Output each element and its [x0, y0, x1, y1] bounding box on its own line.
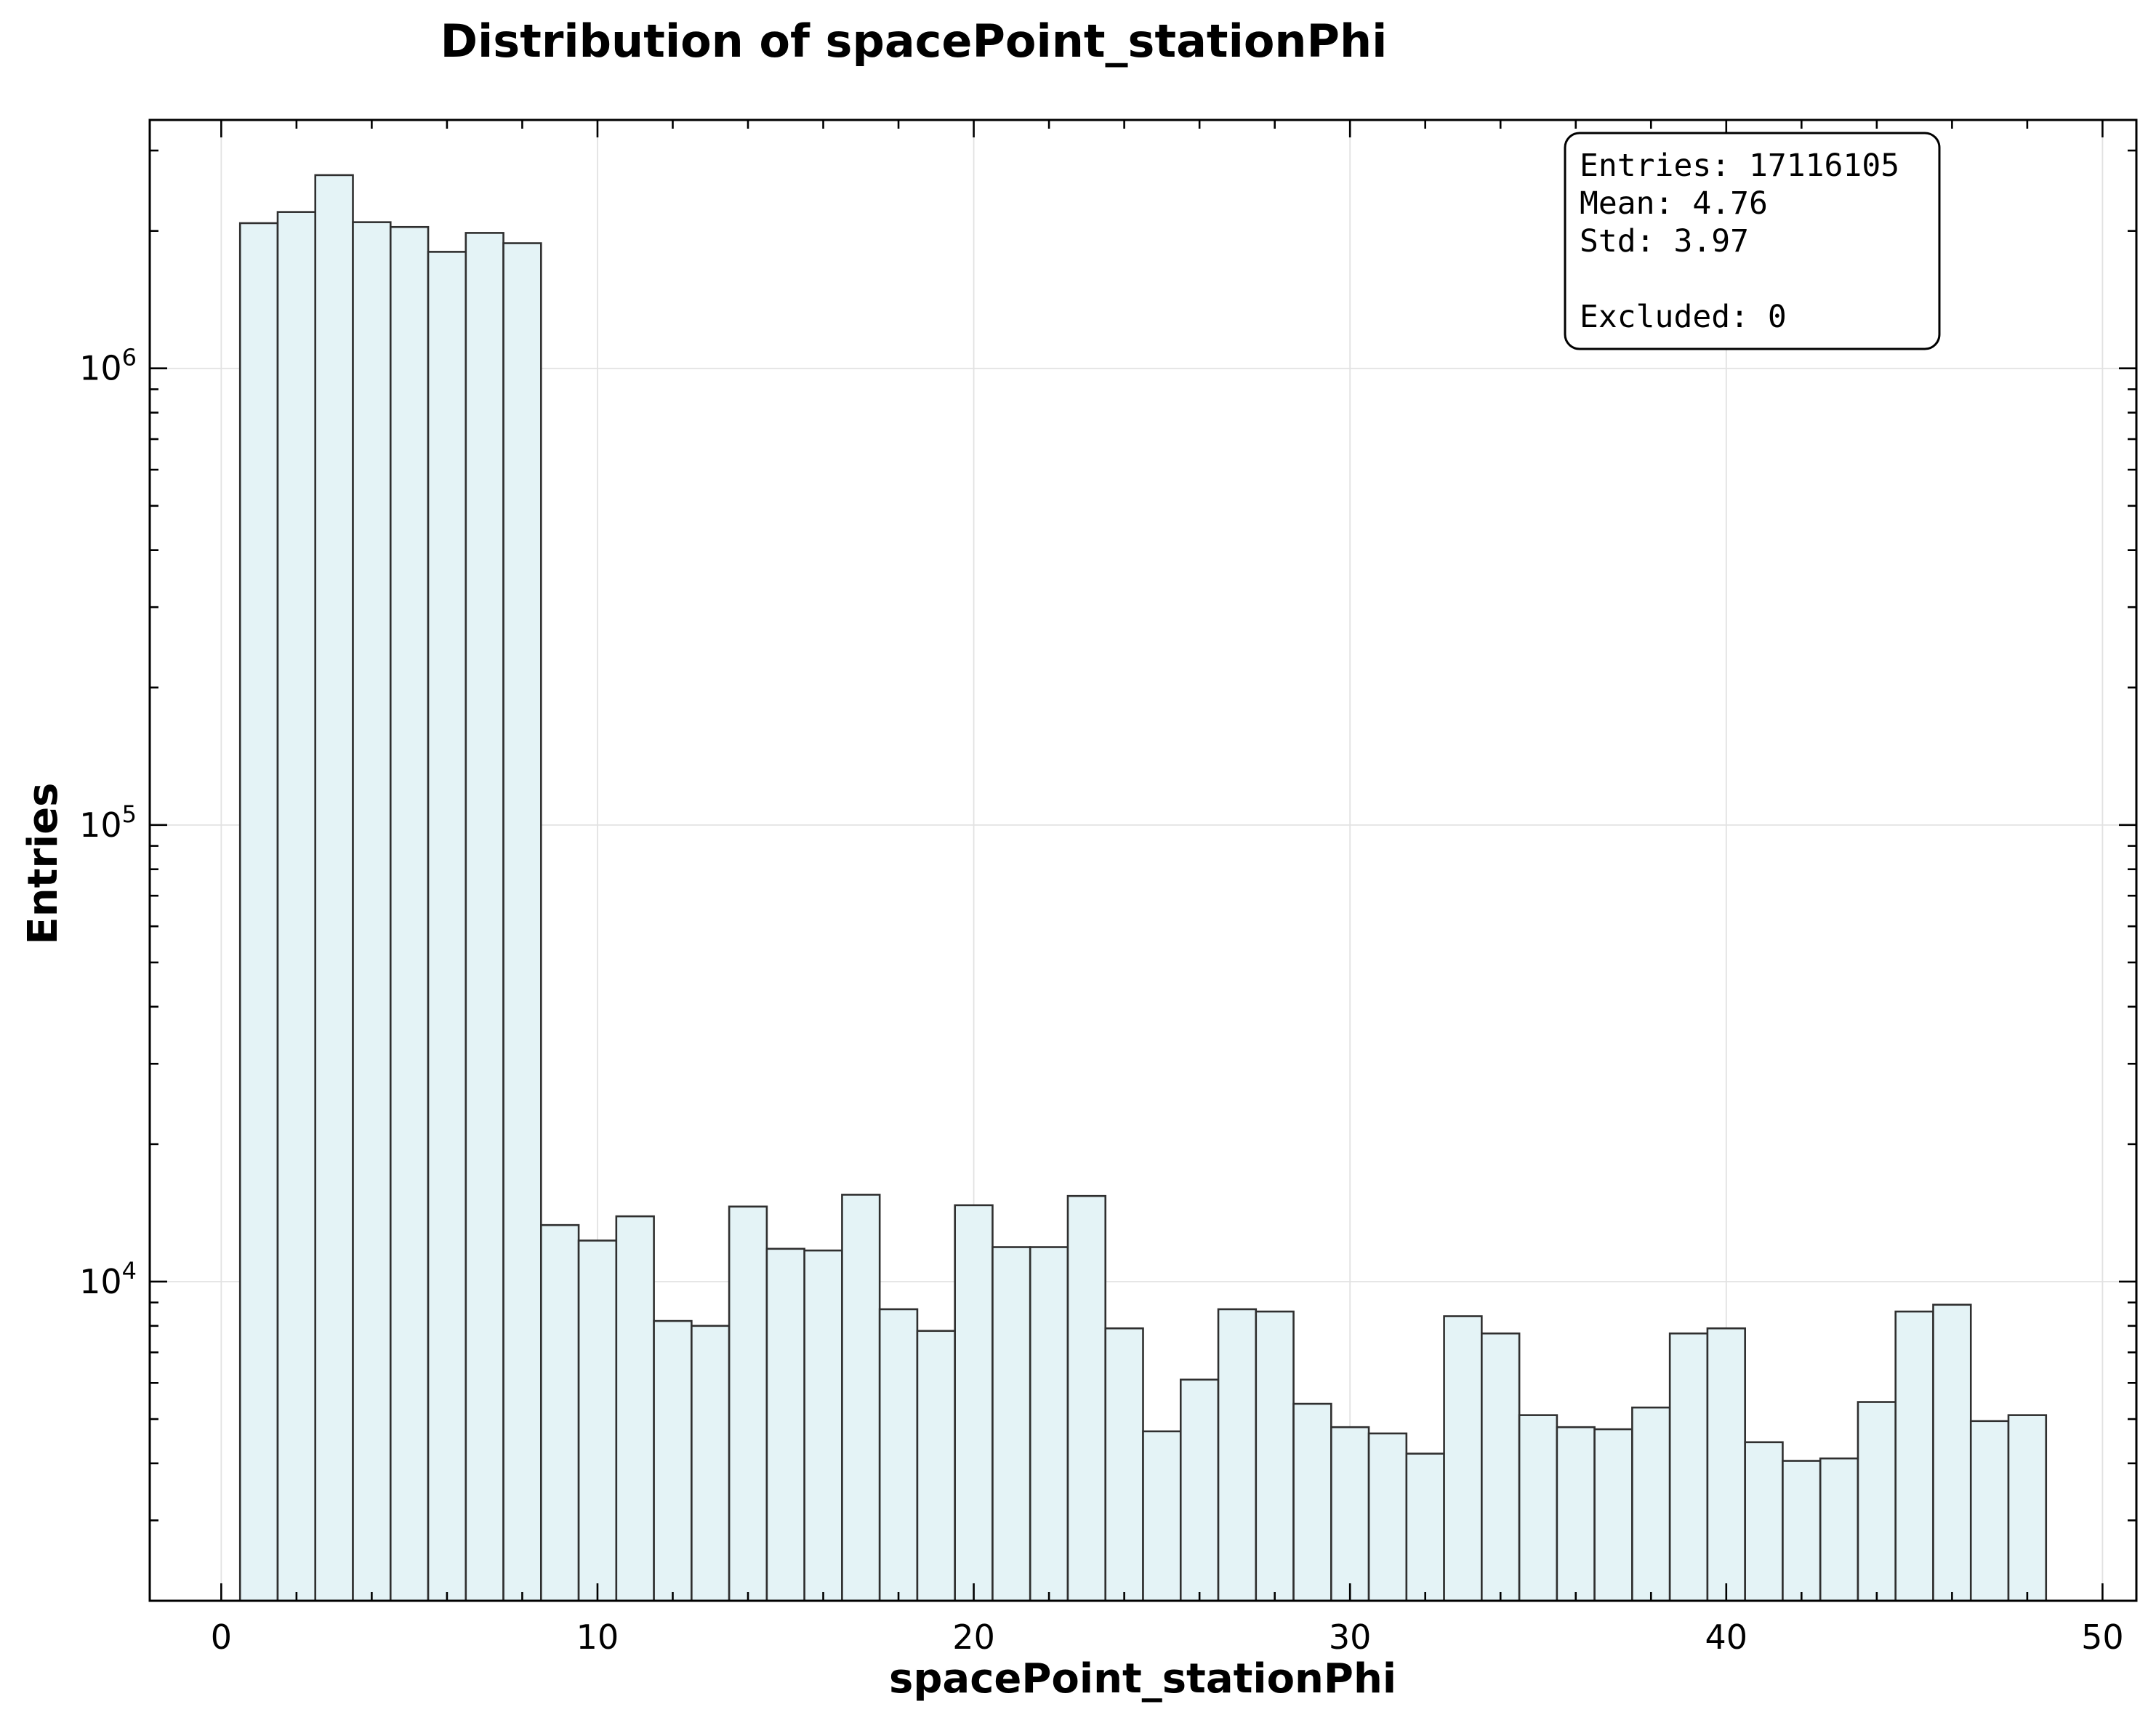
- histogram-bars: [238, 174, 2048, 1602]
- histogram-bar: [427, 251, 467, 1602]
- histogram-bar: [1255, 1310, 1295, 1602]
- histogram-bar: [1292, 1402, 1332, 1602]
- histogram-bar: [1405, 1452, 1445, 1602]
- histogram-bar: [1556, 1426, 1596, 1602]
- histogram-bar: [878, 1308, 919, 1602]
- histogram-bar: [1066, 1194, 1107, 1602]
- histogram-bar: [1706, 1327, 1746, 1602]
- histogram-bar: [991, 1246, 1031, 1602]
- histogram-bar: [1518, 1414, 1558, 1602]
- y-tick-labels: 104 105 106: [79, 344, 137, 1301]
- histogram-bar: [1593, 1428, 1633, 1602]
- plot-frame: [148, 118, 2138, 1602]
- x-axis-label: spacePoint_stationPhi: [889, 1655, 1396, 1703]
- histogram-bar: [1969, 1420, 2010, 1602]
- x-tick-label: 30: [1329, 1617, 1372, 1657]
- histogram-bar: [1819, 1457, 1859, 1602]
- x-tick-label: 0: [211, 1617, 232, 1657]
- stats-entries: Entries: 17116105: [1580, 148, 1899, 184]
- histogram-bar: [1631, 1406, 1671, 1602]
- stats-box-frame: [1564, 132, 1941, 350]
- stats-excluded: Excluded: 0: [1580, 299, 1787, 335]
- histogram-bar: [389, 225, 430, 1602]
- histogram-bar: [502, 242, 542, 1602]
- chart-title: Distribution of spacePoint_stationPhi: [441, 15, 1388, 68]
- y-tick-label: 104: [79, 1257, 137, 1301]
- histogram-bar: [1142, 1430, 1182, 1602]
- x-tick-label: 50: [2081, 1617, 2124, 1657]
- histogram-bar: [1443, 1315, 1483, 1602]
- histogram-bar: [238, 222, 279, 1602]
- histogram-bar: [314, 174, 354, 1602]
- histogram-bar: [1367, 1432, 1408, 1602]
- histogram-bar: [1481, 1332, 1521, 1602]
- histogram-bar: [1857, 1401, 1897, 1602]
- x-tick-labels: 0 10 20 30 40 50: [211, 1617, 2124, 1657]
- histogram-bar: [2007, 1414, 2048, 1602]
- histogram-bar: [352, 221, 392, 1602]
- stats-mean: Mean: 4.76: [1580, 185, 1768, 222]
- histogram-bar: [954, 1204, 994, 1602]
- histogram-bar: [841, 1194, 881, 1602]
- x-tick-label: 40: [1705, 1617, 1748, 1657]
- histogram-bar: [464, 232, 504, 1602]
- histogram-bar: [615, 1215, 655, 1602]
- y-tick-label: 105: [79, 800, 137, 845]
- y-axis-label: Entries: [20, 782, 67, 944]
- histogram-bar: [1104, 1327, 1144, 1602]
- histogram-bar: [691, 1325, 731, 1602]
- histogram-bar: [577, 1239, 618, 1602]
- axis-ticks: [150, 120, 2136, 1602]
- histogram-bar: [540, 1223, 580, 1602]
- histogram-bar: [1894, 1310, 1934, 1602]
- histogram-bar: [1668, 1332, 1709, 1602]
- histogram-bar: [1179, 1378, 1220, 1602]
- histogram-bar: [1029, 1246, 1069, 1602]
- histogram-bar: [1744, 1441, 1784, 1602]
- histogram-bar: [803, 1249, 843, 1602]
- stats-box: Entries: 17116105 Mean: 4.76 Std: 3.97 E…: [1564, 132, 1941, 350]
- y-tick-label: 106: [79, 344, 137, 388]
- x-tick-label: 10: [576, 1617, 619, 1657]
- histogram-bar: [1782, 1460, 1822, 1602]
- histogram-bar: [276, 211, 317, 1602]
- stats-std: Std: 3.97: [1580, 223, 1749, 260]
- histogram-bar: [1217, 1308, 1258, 1602]
- histogram-bar: [765, 1247, 805, 1602]
- histogram-bar: [728, 1205, 768, 1602]
- x-tick-label: 20: [952, 1617, 995, 1657]
- histogram-bar: [916, 1330, 956, 1602]
- histogram-bar: [1932, 1303, 1972, 1602]
- histogram-bar: [653, 1319, 693, 1602]
- histogram-bar: [1330, 1426, 1370, 1602]
